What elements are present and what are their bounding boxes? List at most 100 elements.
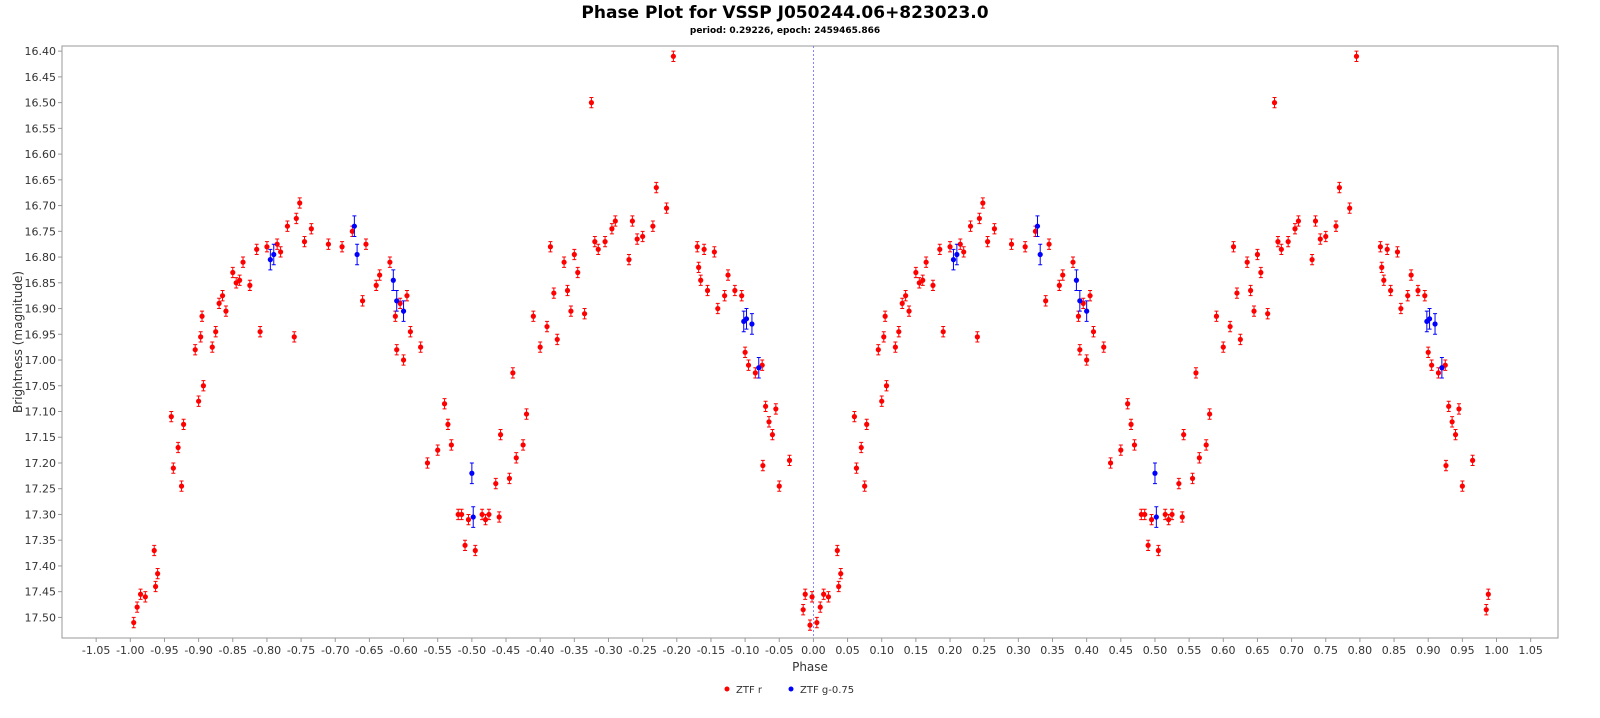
point: [418, 344, 424, 350]
point: [1456, 406, 1462, 412]
point: [1118, 447, 1124, 453]
point: [862, 483, 868, 489]
point: [1333, 223, 1339, 229]
legend-label: ZTF r: [736, 685, 763, 696]
point: [903, 293, 909, 299]
point: [1336, 184, 1343, 191]
point: [424, 460, 431, 466]
point: [1317, 236, 1323, 242]
x-tick-label: -1.05: [82, 644, 110, 657]
point: [470, 514, 476, 520]
point: [670, 53, 676, 59]
point: [937, 246, 943, 252]
point: [920, 277, 926, 283]
point: [1169, 511, 1175, 518]
x-tick-label: 0.15: [904, 644, 929, 657]
point: [923, 259, 929, 265]
point: [510, 370, 516, 376]
point: [1179, 514, 1185, 520]
point: [482, 517, 489, 523]
point: [650, 223, 656, 229]
point: [1429, 362, 1435, 368]
point: [653, 184, 659, 191]
y-tick-label: 17.45: [25, 586, 57, 599]
point: [704, 287, 711, 294]
point: [1388, 287, 1394, 294]
x-tick-label: -0.35: [560, 644, 588, 657]
point: [1022, 244, 1028, 250]
point: [752, 370, 758, 376]
point: [400, 357, 407, 363]
point: [506, 475, 513, 482]
point: [142, 594, 148, 600]
point: [1101, 344, 1107, 350]
point: [743, 316, 750, 322]
point: [459, 511, 465, 518]
x-tick-label: 0.35: [1040, 644, 1065, 657]
point: [213, 329, 219, 335]
point: [180, 421, 187, 427]
point: [701, 246, 707, 252]
point: [219, 293, 226, 299]
point: [448, 442, 454, 448]
point: [199, 313, 205, 319]
point: [462, 542, 468, 548]
point: [1084, 357, 1090, 363]
point: [875, 347, 881, 353]
x-tick-label: -0.70: [321, 644, 349, 657]
point: [1459, 483, 1465, 489]
point: [1196, 455, 1202, 461]
point: [561, 259, 567, 265]
point: [216, 300, 222, 306]
point: [1398, 305, 1404, 312]
point: [1285, 239, 1291, 245]
point: [588, 100, 595, 106]
point: [976, 215, 983, 222]
point: [1312, 218, 1319, 224]
point: [387, 259, 393, 265]
point: [906, 308, 912, 314]
point: [472, 547, 478, 554]
point: [1234, 290, 1240, 296]
x-tick-label: 0.75: [1313, 644, 1338, 657]
y-tick-label: 17.20: [25, 457, 57, 470]
point: [1439, 365, 1445, 371]
point: [592, 239, 598, 245]
point: [881, 334, 887, 340]
point: [530, 313, 536, 319]
point: [271, 251, 277, 258]
point: [629, 218, 635, 224]
x-tick-label: -0.90: [184, 644, 212, 657]
y-tick-label: 16.40: [25, 45, 57, 58]
point: [571, 251, 577, 258]
point: [1309, 257, 1315, 263]
point: [1077, 298, 1083, 304]
point: [961, 249, 967, 255]
x-tick-label: 0.20: [938, 644, 963, 657]
point: [1230, 244, 1237, 250]
point: [1090, 329, 1097, 335]
y-tick-label: 17.15: [25, 431, 57, 444]
point: [435, 447, 441, 453]
point: [817, 604, 823, 610]
point: [595, 246, 601, 252]
point: [809, 594, 815, 600]
point: [1379, 264, 1385, 270]
point: [1323, 233, 1329, 240]
point: [131, 619, 137, 626]
point: [663, 205, 670, 211]
point: [1166, 517, 1172, 523]
point: [392, 313, 398, 319]
chart-title: Phase Plot for VSSP J050244.06+823023.0: [581, 3, 988, 23]
point: [551, 290, 557, 296]
point: [1485, 591, 1491, 597]
point: [291, 334, 297, 340]
point: [196, 398, 202, 404]
point: [1056, 282, 1062, 288]
point: [1189, 475, 1196, 482]
point: [564, 287, 571, 294]
point: [1034, 223, 1041, 229]
point: [749, 321, 755, 327]
x-tick-label: 0.30: [1006, 644, 1031, 657]
